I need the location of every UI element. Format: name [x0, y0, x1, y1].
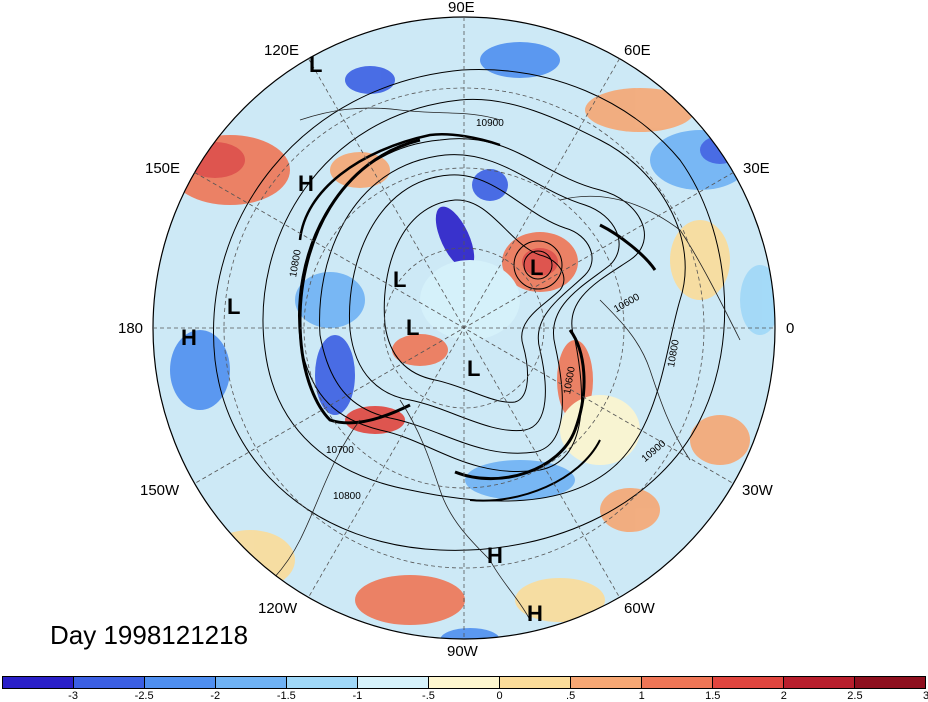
contour-label: 10800 — [333, 491, 361, 502]
longitude-label-120w: 120W — [258, 600, 298, 617]
colorbar-tick-label: 0 — [496, 690, 503, 702]
longitude-label-30w: 30W — [742, 482, 773, 499]
colorbar-tick-label: -1.5 — [276, 690, 296, 702]
colorbar-tick-label: 1.5 — [705, 690, 721, 702]
colorbar-segment — [642, 677, 713, 688]
pressure-system-label: H — [298, 171, 314, 196]
graticule — [153, 17, 775, 639]
colorbar-tick-label: 3 — [922, 690, 928, 702]
pressure-system-label: L — [467, 356, 481, 381]
colorbar-segment — [429, 677, 500, 688]
colorbar-tick-label: -2.5 — [134, 690, 154, 702]
colorbar-segment — [74, 677, 145, 688]
pressure-system-label: H — [181, 325, 197, 350]
longitude-label-120e: 120E — [264, 42, 300, 59]
pressure-system-label: H — [487, 543, 503, 568]
colorbar-segment — [713, 677, 784, 688]
colorbar-tick-label: 2.5 — [847, 690, 863, 702]
pressure-system-label: L — [227, 294, 241, 319]
colorbar-tick-label: -3 — [68, 690, 78, 702]
colorbar-segment — [855, 677, 925, 688]
colorbar-tick-label: -.5 — [422, 690, 435, 702]
pressure-system-label: L — [530, 255, 544, 280]
colorbar-tick-label: -1 — [352, 690, 363, 702]
date-label: Day 1998121218 — [50, 620, 249, 650]
longitude-label-150e: 150E — [145, 160, 181, 177]
pressure-system-label: L — [406, 315, 420, 340]
longitude-label-150w: 150W — [140, 482, 180, 499]
colorbar-segment — [216, 677, 287, 688]
colorbar-segment — [571, 677, 642, 688]
longitude-label-0: 0 — [786, 320, 795, 337]
pressure-system-label: H — [527, 601, 543, 626]
anomaly-shading — [170, 42, 775, 639]
colorbar — [2, 676, 926, 689]
colorbar-tick-label: 2 — [780, 690, 787, 702]
colorbar-tick-label: .5 — [566, 690, 576, 702]
pressure-system-label: L — [393, 267, 407, 292]
contour-label: 10700 — [326, 445, 354, 456]
longitude-label-90w: 90W — [447, 643, 478, 660]
longitude-label-60e: 60E — [624, 42, 651, 59]
pressure-system-label: L — [309, 52, 323, 77]
longitude-label-60w: 60W — [624, 600, 655, 617]
colorbar-tick-label: -2 — [210, 690, 221, 702]
colorbar-segment — [287, 677, 358, 688]
colorbar-segment — [500, 677, 571, 688]
colorbar-segment — [784, 677, 855, 688]
colorbar-tick-label: 1 — [638, 690, 645, 702]
longitude-label-90e: 90E — [448, 0, 475, 16]
height-contours — [213, 69, 726, 551]
longitude-label-180: 180 — [118, 320, 144, 337]
longitude-label-30e: 30E — [743, 160, 770, 177]
colorbar-segment — [358, 677, 429, 688]
contour-label: 10900 — [476, 118, 504, 129]
colorbar-segment — [145, 677, 216, 688]
colorbar-segment — [3, 677, 74, 688]
